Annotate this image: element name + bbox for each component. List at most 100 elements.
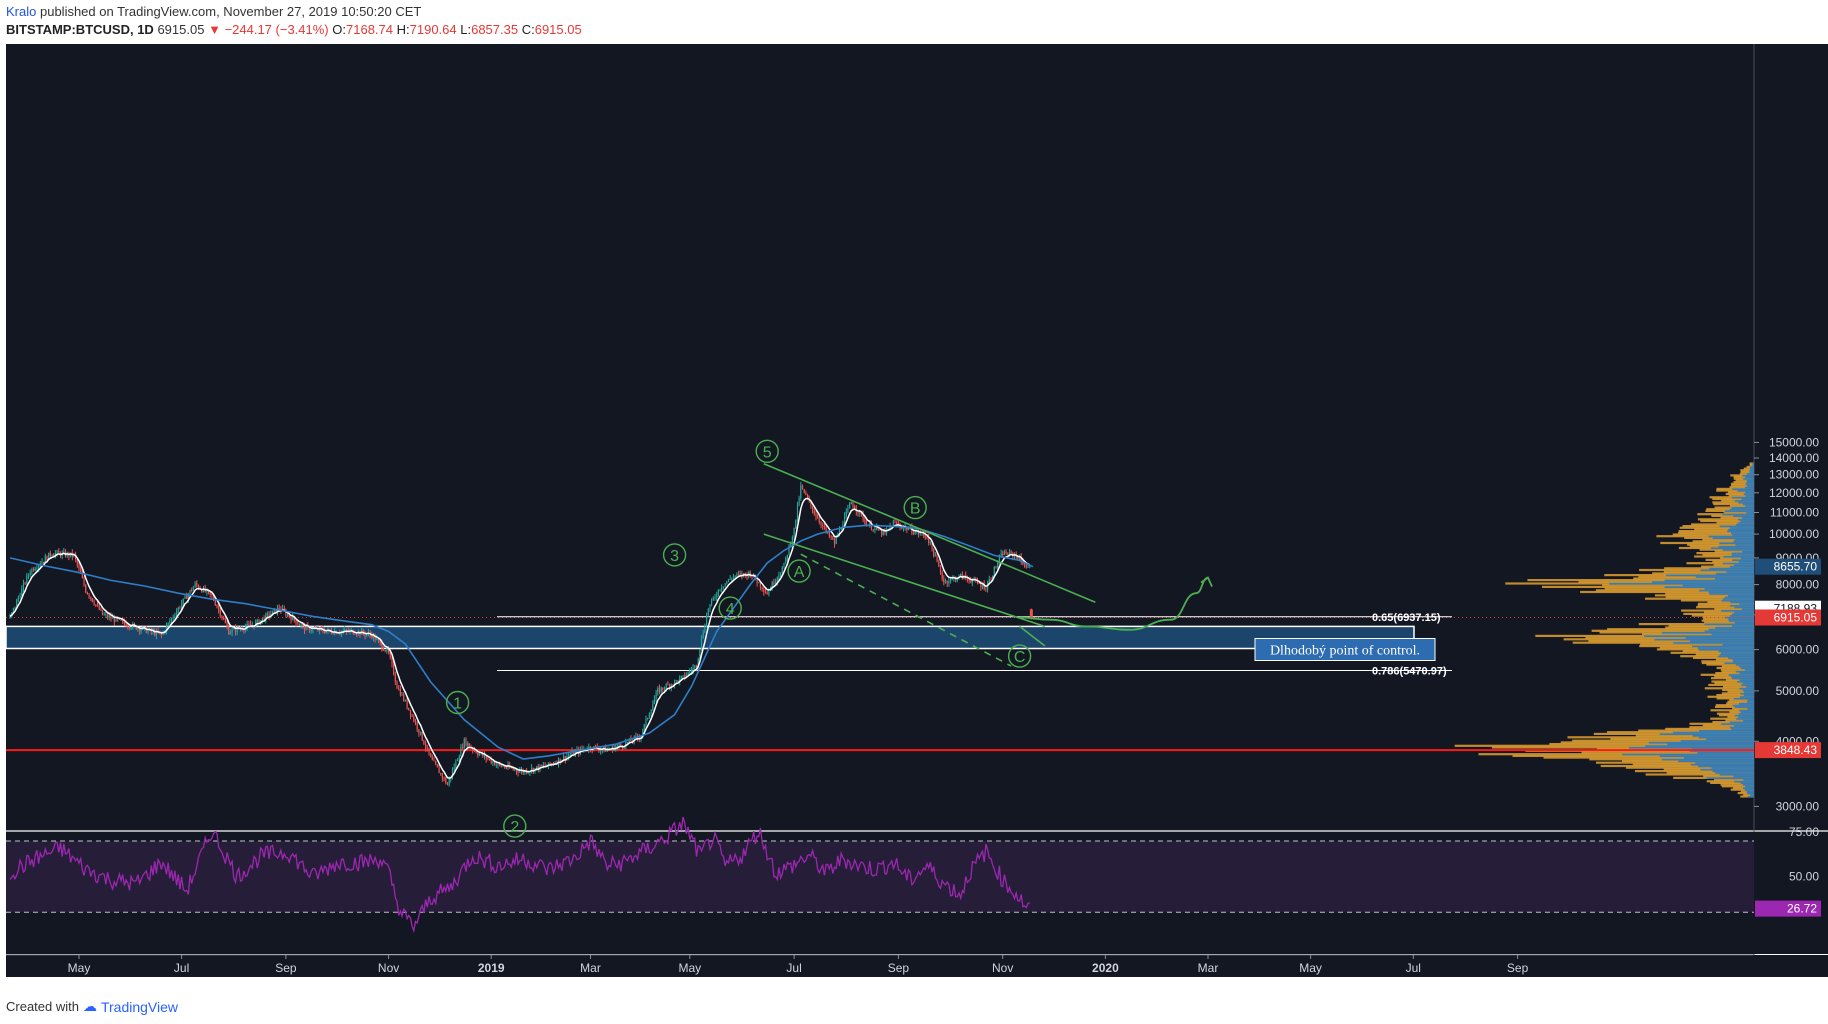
candle-body xyxy=(519,771,521,773)
candle-body xyxy=(771,582,773,590)
volume-profile-bar xyxy=(1738,518,1754,521)
wave-circle xyxy=(787,559,811,583)
candle-body xyxy=(658,688,661,693)
time-tick-label: Nov xyxy=(992,961,1013,975)
candle-body xyxy=(430,753,432,758)
candle-body xyxy=(391,657,393,664)
volume-profile-bar xyxy=(1732,624,1754,627)
candle-body xyxy=(652,704,654,711)
candle-body xyxy=(216,605,218,608)
candle-body xyxy=(642,731,644,737)
candle-body xyxy=(394,674,396,682)
volume-profile-bar xyxy=(1716,521,1754,524)
volume-profile-bar xyxy=(1600,764,1754,768)
candle-body xyxy=(214,600,216,606)
candle-body xyxy=(90,596,92,599)
volume-profile-bar xyxy=(1733,660,1754,663)
volume-profile-bar xyxy=(1687,543,1754,546)
volume-profile-bar xyxy=(1708,535,1754,538)
volume-profile-bar xyxy=(1690,763,1754,766)
price-change: −244.17 (−3.41%) xyxy=(224,22,329,37)
volume-profile-bar xyxy=(1543,756,1754,759)
wave-label-C: C xyxy=(1014,649,1026,666)
wave-label-3: 3 xyxy=(670,548,679,565)
candle-body xyxy=(635,736,637,737)
volume-profile-bar xyxy=(1681,609,1754,612)
close-label: C: xyxy=(521,22,535,37)
volume-profile-bar xyxy=(1706,663,1754,666)
candle-body xyxy=(494,761,496,766)
candle-body xyxy=(302,624,304,626)
volume-profile-bar xyxy=(1718,655,1754,658)
tradingview-brand[interactable]: TradingView xyxy=(100,998,179,1015)
volume-profile-bar xyxy=(1731,552,1754,555)
author-link[interactable]: Kralo xyxy=(6,4,37,19)
price-axis[interactable]: 3000.004000.005000.006000.007000.008000.… xyxy=(1754,435,1821,813)
candle-body xyxy=(712,597,714,600)
candle-body xyxy=(559,758,561,762)
volume-profile-bar xyxy=(1728,494,1754,497)
candle-body xyxy=(101,609,104,615)
open-value: 7168.74 xyxy=(346,22,393,37)
volume-profile-bar xyxy=(1602,584,1754,587)
volume-profile-bar xyxy=(1607,628,1754,631)
candle-body xyxy=(672,684,674,686)
volume-profile-bar xyxy=(1740,692,1754,695)
volume-profile-bar xyxy=(1727,530,1754,533)
candle-body xyxy=(823,525,825,527)
candle-body xyxy=(213,595,215,601)
indicator-lines xyxy=(9,497,1034,779)
candle-body xyxy=(159,633,161,634)
tradingview-logo-icon: ☁ xyxy=(82,998,97,1014)
volume-profile-bar xyxy=(1704,623,1754,626)
price-tick-label: 13000.00 xyxy=(1769,468,1819,482)
volume-profile-bar xyxy=(1745,494,1754,497)
price-tick-label: 11000.00 xyxy=(1770,506,1819,520)
candle-body xyxy=(695,665,698,668)
drawings[interactable] xyxy=(763,462,1213,667)
candle-body xyxy=(944,580,947,583)
candle-body xyxy=(633,736,635,742)
candle-body xyxy=(879,529,881,531)
last-price: 6915.05 xyxy=(157,22,205,37)
volume-profile-bar xyxy=(1709,592,1754,595)
candle-body xyxy=(773,582,775,585)
volume-profile-bar xyxy=(1730,531,1754,534)
projection-curve xyxy=(1019,576,1209,631)
volume-profile-bar xyxy=(1746,511,1754,514)
candle-body xyxy=(297,623,299,625)
candle-body xyxy=(487,758,489,760)
candle-body xyxy=(266,613,268,615)
candle-body xyxy=(384,650,386,652)
candle-body xyxy=(1002,553,1004,555)
candle-body xyxy=(844,516,846,525)
candle-body xyxy=(423,740,425,745)
volume-profile-bar xyxy=(1726,570,1754,573)
main-pane-background xyxy=(6,44,1754,830)
candle-body xyxy=(684,675,686,678)
candle-body xyxy=(219,609,221,616)
candle-body xyxy=(287,614,289,616)
candle-body xyxy=(228,627,230,635)
candle-body xyxy=(137,628,139,630)
candle-body xyxy=(95,604,97,606)
candle-body xyxy=(105,614,107,616)
candle-body xyxy=(167,622,169,626)
candle-body xyxy=(462,747,464,749)
candle-body xyxy=(946,580,948,584)
volume-profile-bar xyxy=(1752,464,1754,467)
candle-body xyxy=(490,759,492,763)
candle-body xyxy=(775,581,777,585)
candle-body xyxy=(488,759,491,760)
candle-body xyxy=(63,551,65,553)
candle-body xyxy=(56,551,58,553)
candle-body xyxy=(12,608,14,613)
candle-body xyxy=(541,764,543,767)
price-chart[interactable]: Dlhodobý point of control. 0.65(6937.15)… xyxy=(0,44,1828,994)
candle-body xyxy=(261,618,263,621)
volume-profile-bar xyxy=(1716,572,1754,575)
candle-body xyxy=(763,589,765,592)
candle-body xyxy=(527,772,529,773)
volume-profile-bar xyxy=(1697,646,1754,649)
time-axis[interactable]: May Jul Sep Nov 2019 Mar May Jul Sep Nov 2020 Mar Ma… xyxy=(68,955,1529,975)
